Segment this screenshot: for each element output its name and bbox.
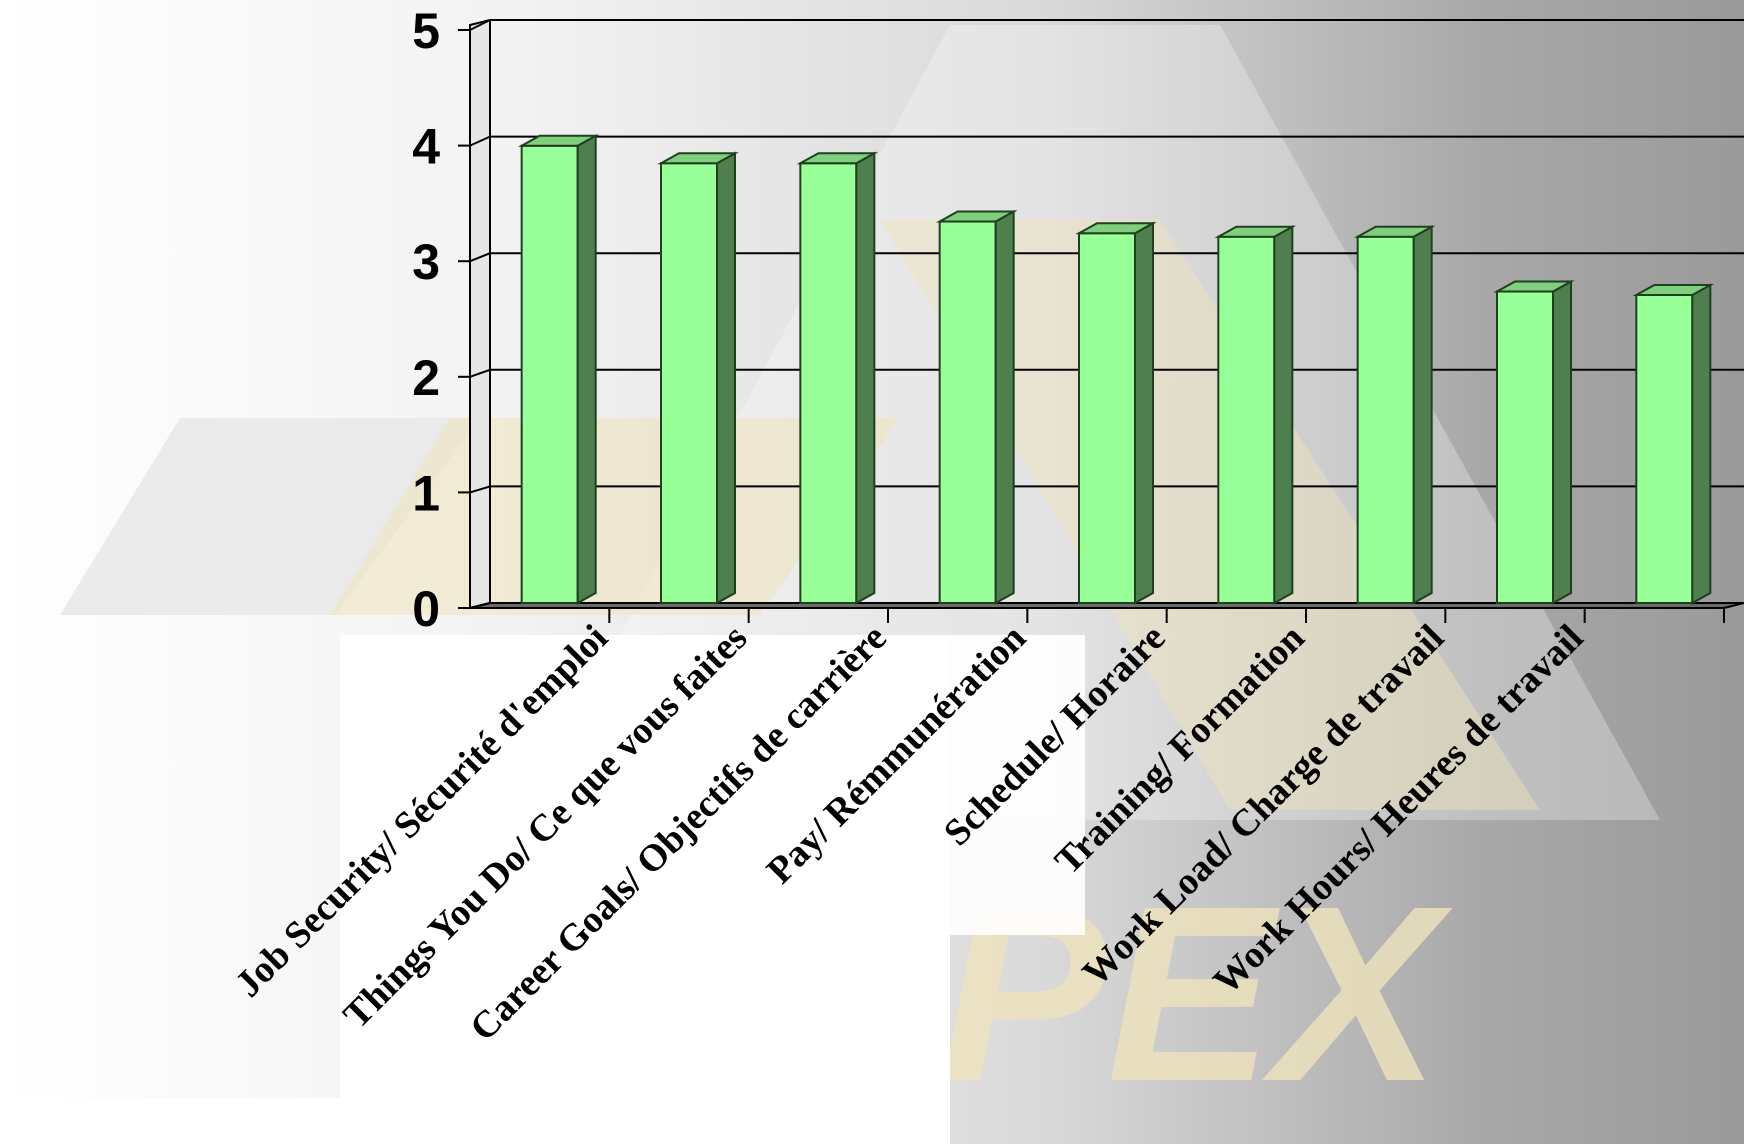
y-axis-ticks: 0 1 2 3 4 5	[412, 3, 440, 637]
y-tick-label: 3	[412, 234, 440, 290]
side-wall	[469, 18, 491, 610]
bar-side	[1273, 225, 1294, 605]
bar	[796, 151, 879, 605]
bar-side	[716, 151, 736, 605]
bar-front	[1217, 235, 1276, 605]
y-tick-label: 5	[412, 3, 440, 59]
white-panel-upper	[950, 635, 1085, 935]
bar-front	[1496, 290, 1554, 604]
bar-top	[517, 134, 600, 147]
bar-top	[1632, 284, 1715, 297]
bar-side	[1412, 225, 1433, 605]
gridline-side	[469, 368, 491, 378]
bar-top	[1353, 225, 1436, 238]
bg-gold-shape	[880, 220, 1540, 810]
bar-side	[1691, 283, 1712, 605]
y-tick-label: 2	[412, 350, 440, 406]
gridline-side	[469, 19, 491, 31]
white-strip-left	[0, 1098, 340, 1144]
bar	[1214, 225, 1297, 605]
bar-side	[1134, 221, 1154, 605]
bar-front	[1635, 294, 1694, 604]
y-tick-label: 1	[412, 465, 440, 521]
bars	[517, 134, 1715, 605]
gridline-side	[469, 485, 491, 494]
bar-top	[1214, 225, 1297, 238]
bar-top	[1493, 280, 1575, 293]
bar-front	[1356, 235, 1415, 605]
bar	[1353, 225, 1436, 605]
bar-side	[855, 151, 876, 605]
bg-parallelogram-left	[60, 418, 480, 615]
bar	[657, 151, 739, 605]
y-tick-label: 4	[412, 119, 440, 175]
bar-top	[796, 152, 879, 165]
bar-top	[657, 152, 739, 165]
bar-front	[1078, 232, 1136, 604]
bar-front	[660, 162, 718, 604]
gridline-side	[469, 252, 491, 263]
bar	[935, 209, 1018, 605]
white-panel	[340, 635, 950, 1144]
bar-side	[1552, 279, 1572, 605]
bar-front	[938, 220, 997, 604]
bar-front	[520, 144, 579, 605]
bar-top	[1075, 222, 1157, 235]
bar-side	[576, 134, 597, 605]
background-decoration: PEX	[0, 25, 1660, 1144]
bar-top	[935, 210, 1018, 223]
bar	[1075, 221, 1157, 605]
bar-side	[994, 209, 1015, 605]
gridline-side	[469, 135, 491, 147]
bar	[517, 134, 600, 605]
y-tick-label: 0	[412, 581, 440, 637]
bar-front	[799, 162, 858, 604]
bar	[1493, 279, 1575, 605]
bar	[1632, 283, 1715, 605]
